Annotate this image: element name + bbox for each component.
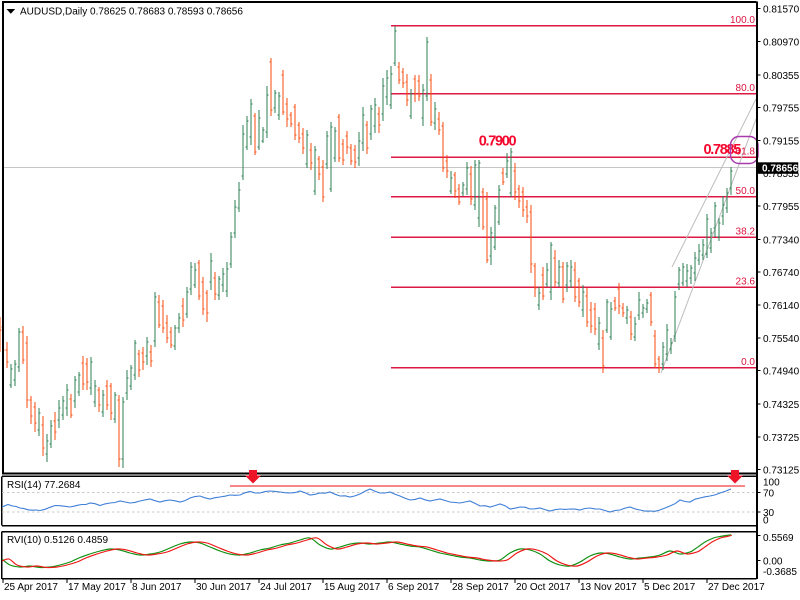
svg-text:17 May 2017: 17 May 2017 — [68, 582, 126, 593]
svg-text:5 Dec 2017: 5 Dec 2017 — [644, 582, 696, 593]
svg-text:100: 100 — [763, 478, 780, 489]
svg-text:30 Jun 2017: 30 Jun 2017 — [196, 582, 251, 593]
svg-text:27 Dec 2017: 27 Dec 2017 — [708, 582, 765, 593]
svg-text:23.6: 23.6 — [736, 277, 756, 288]
svg-text:28 Sep 2017: 28 Sep 2017 — [452, 582, 509, 593]
svg-text:6 Sep 2017: 6 Sep 2017 — [388, 582, 440, 593]
svg-text:0: 0 — [763, 516, 769, 527]
svg-text:0.79755: 0.79755 — [763, 104, 800, 115]
svg-text:13 Nov 2017: 13 Nov 2017 — [580, 582, 637, 593]
svg-text:RSI(14) 77.2684: RSI(14) 77.2684 — [7, 480, 81, 491]
svg-text:0.73725: 0.73725 — [763, 433, 800, 444]
svg-text:15 Aug 2017: 15 Aug 2017 — [324, 582, 381, 593]
svg-text:-0.3685: -0.3685 — [763, 567, 797, 578]
svg-text:0.75540: 0.75540 — [763, 334, 800, 345]
svg-text:AUDUSD,Daily 0.78625 0.78683: AUDUSD,Daily 0.78625 0.78683 0.78593 0.7… — [20, 7, 243, 18]
svg-text:0.76740: 0.76740 — [763, 268, 800, 279]
svg-text:0.74325: 0.74325 — [763, 400, 800, 411]
svg-text:100.0: 100.0 — [730, 15, 755, 26]
svg-text:0.77955: 0.77955 — [763, 202, 800, 213]
svg-text:0.74940: 0.74940 — [763, 367, 800, 378]
svg-text:0.78656: 0.78656 — [762, 164, 799, 175]
svg-text:0.0: 0.0 — [741, 357, 755, 368]
svg-text:0.7900: 0.7900 — [479, 134, 517, 150]
svg-text:24 Jul 2017: 24 Jul 2017 — [260, 582, 312, 593]
svg-text:50.0: 50.0 — [736, 186, 756, 197]
svg-text:8 Jun 2017: 8 Jun 2017 — [132, 582, 182, 593]
svg-text:0.00: 0.00 — [763, 556, 783, 567]
svg-text:20 Oct 2017: 20 Oct 2017 — [516, 582, 571, 593]
svg-text:0.81570: 0.81570 — [763, 5, 800, 16]
svg-text:25 Apr 2017: 25 Apr 2017 — [4, 582, 58, 593]
svg-text:0.7885: 0.7885 — [703, 142, 741, 158]
svg-text:61.8: 61.8 — [736, 147, 756, 158]
svg-text:0.80355: 0.80355 — [763, 71, 800, 82]
svg-text:0.79155: 0.79155 — [763, 136, 800, 147]
svg-text:0.78555: 0.78555 — [763, 169, 800, 180]
svg-text:70: 70 — [763, 489, 775, 500]
svg-text:0.80970: 0.80970 — [763, 37, 800, 48]
svg-text:80.0: 80.0 — [736, 83, 756, 94]
svg-text:0.5569: 0.5569 — [763, 533, 794, 544]
svg-text:0.76140: 0.76140 — [763, 301, 800, 312]
svg-text:30: 30 — [763, 508, 775, 519]
svg-text:38.2: 38.2 — [736, 227, 756, 238]
svg-text:RVI(10) 0.5126 0.4859: RVI(10) 0.5126 0.4859 — [7, 535, 108, 546]
svg-text:0.77340: 0.77340 — [763, 236, 800, 247]
svg-text:0.73125: 0.73125 — [763, 466, 800, 477]
